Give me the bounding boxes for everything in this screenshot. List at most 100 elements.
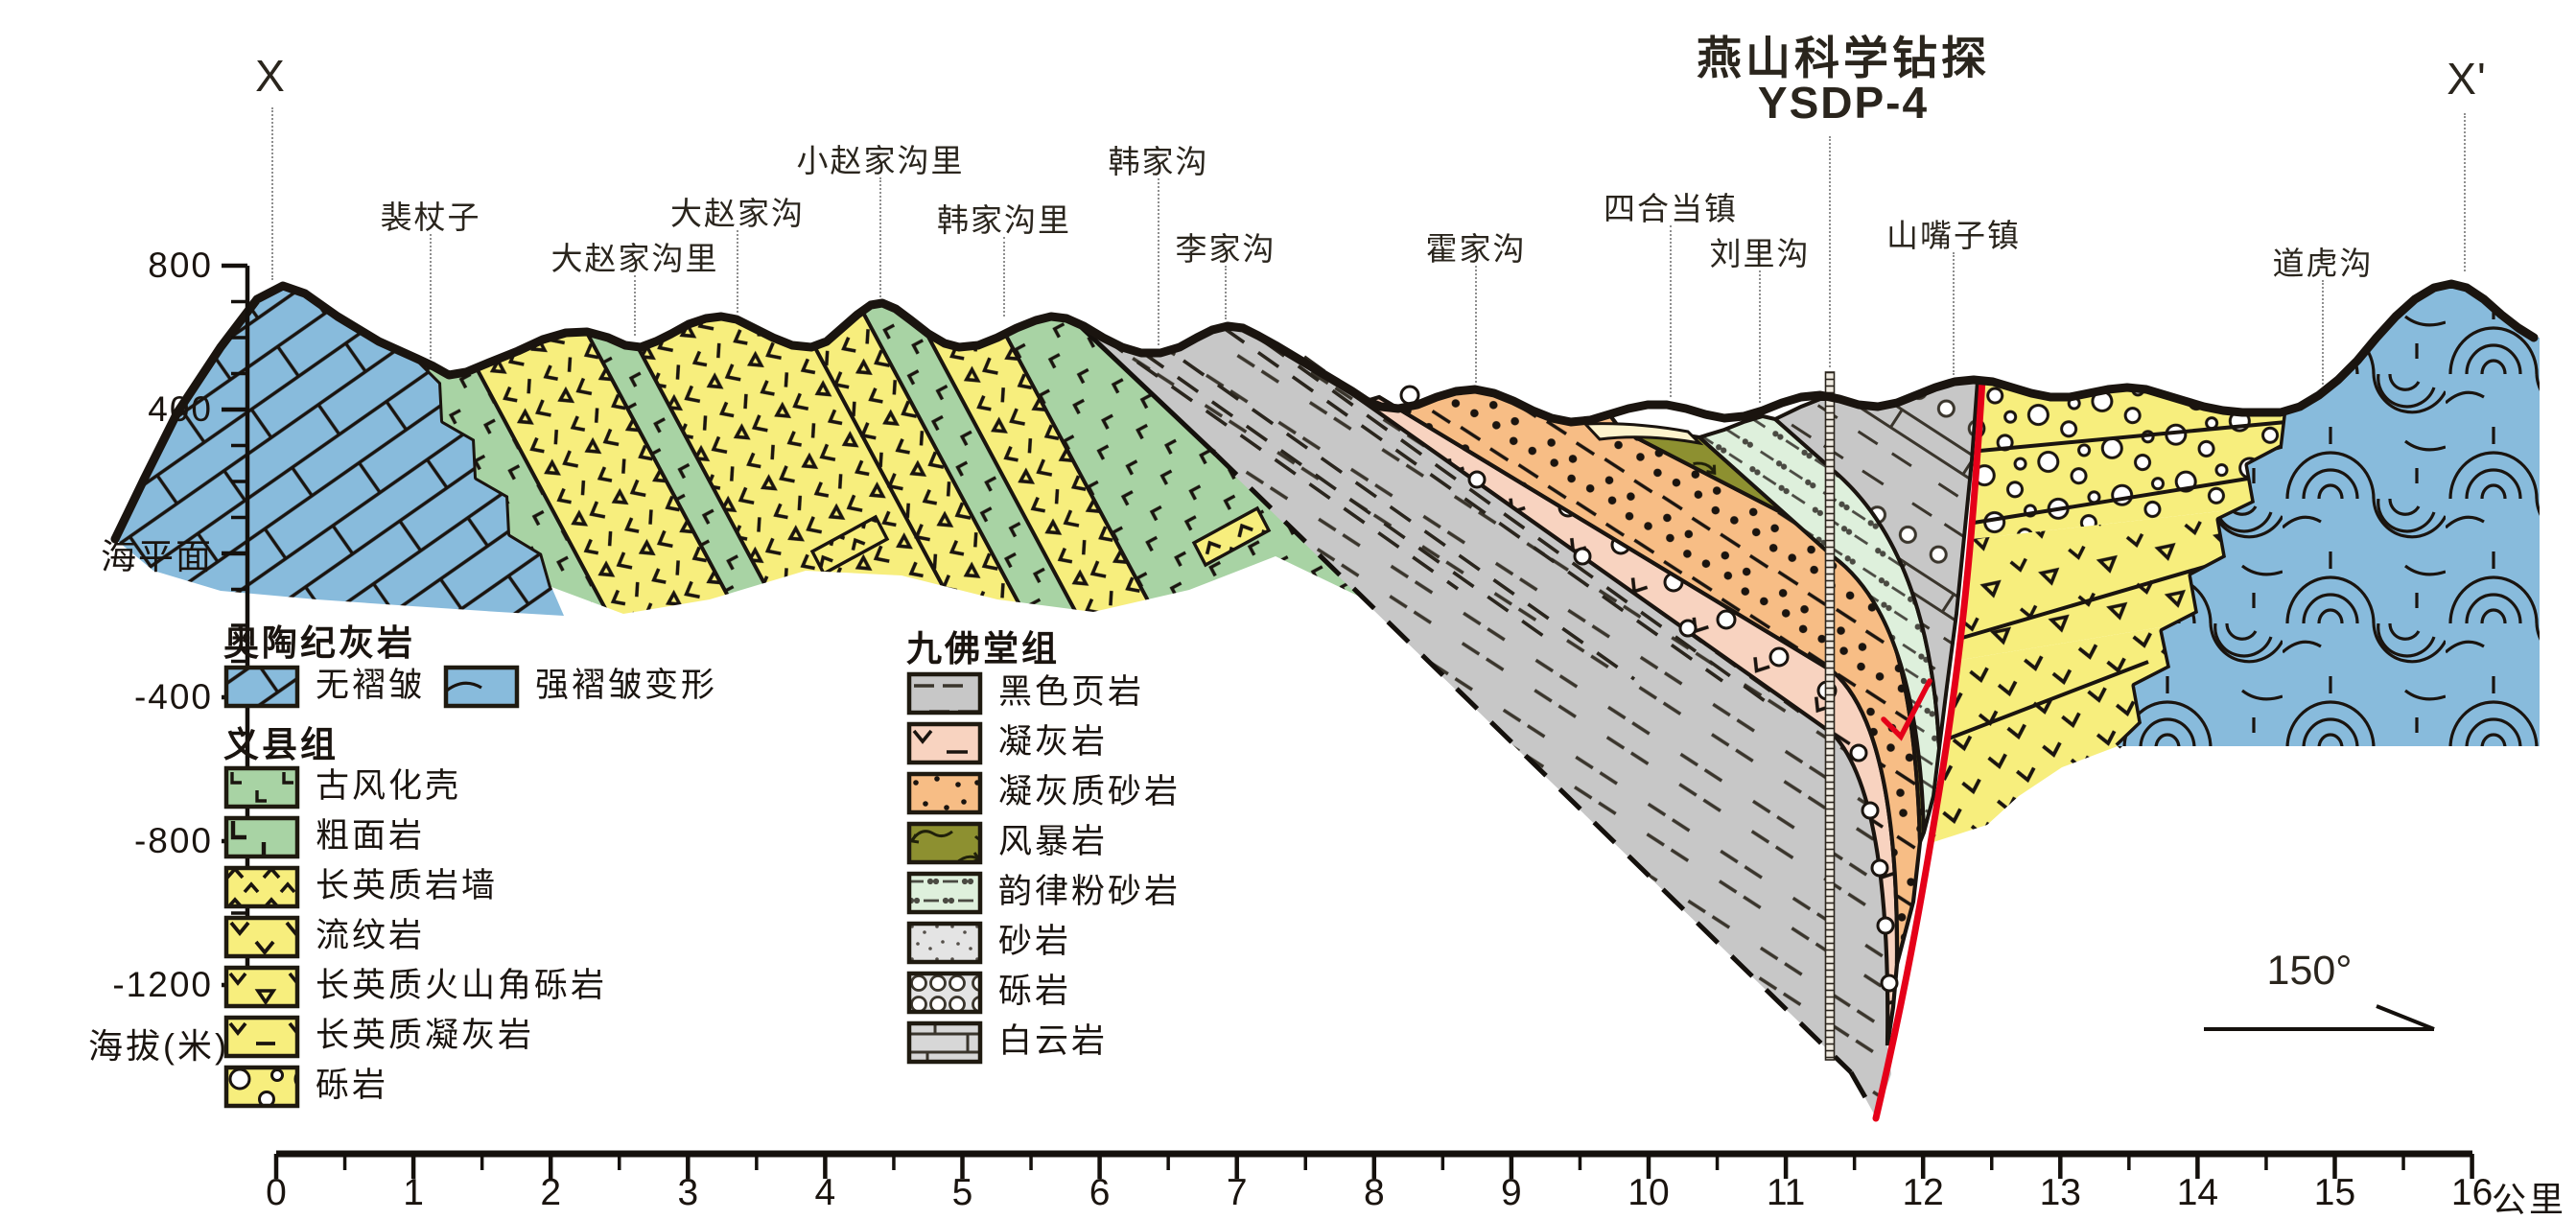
legend-row (223, 965, 300, 1014)
fault-line (1872, 376, 1986, 1122)
legend-row (906, 671, 983, 720)
drilling-title-leader (1829, 136, 1831, 367)
legend-item-label: 长英质岩墙 (316, 867, 499, 904)
legend-item-label: 韵律粉砂岩 (998, 873, 1182, 910)
elevation-tick-label: -400 (133, 677, 213, 716)
distance-tick-label: 6 (1089, 1172, 1111, 1213)
place-label-leader (1225, 266, 1227, 319)
legend-swatch-conglomerate-y (223, 1065, 300, 1109)
legend-row (223, 1065, 300, 1114)
legend-row (443, 665, 520, 714)
place-label: 山嘴子镇 (1886, 220, 2021, 254)
basin-base-boundary (1072, 318, 1877, 1114)
elevation-tick-label: 海平面 (101, 537, 213, 576)
legend-item-label: 无褶皱 (316, 667, 426, 704)
distance-axis (273, 1150, 2474, 1179)
legend-title: 九佛堂组 (906, 629, 1060, 669)
legend-swatch-black-shale (906, 671, 983, 716)
legend-swatch-sandstone (906, 921, 983, 965)
place-label-leader (879, 177, 881, 297)
unit-ordovician-folded (2118, 284, 2540, 746)
legend-row (906, 921, 983, 970)
place-label: 裴杖子 (380, 201, 481, 236)
legend-item-label: 砾岩 (998, 973, 1072, 1010)
distance-tick-label: 16 (2450, 1172, 2494, 1213)
section-marker-left-leader (271, 107, 273, 280)
place-label: 韩家沟 (1108, 146, 1209, 180)
place-label-leader (2322, 280, 2324, 385)
elevation-tick-label: -800 (133, 821, 213, 860)
legend-row (906, 771, 983, 820)
legend-swatch-lime-folded (443, 665, 520, 709)
legend-swatch-felsic-tuff (223, 1015, 300, 1059)
place-label-leader (1953, 252, 1955, 375)
felsic-dikes (809, 505, 1272, 576)
legend-title: 义县组 (223, 725, 339, 764)
place-label: 小赵家沟里 (796, 145, 965, 179)
distance-tick-label: 11 (1766, 1172, 1806, 1213)
legend-item-label: 白云岩 (998, 1022, 1109, 1060)
legend-swatch-lime-unfolded (223, 665, 300, 709)
legend-swatch-storm-rock (906, 821, 983, 865)
place-label: 韩家沟里 (937, 204, 1071, 239)
elevation-axis-label: 海拔(米) (88, 1026, 229, 1066)
elevation-tick-label: 800 (148, 246, 213, 285)
legend-item-label: 风暴岩 (998, 823, 1109, 860)
legend-item-label: 黑色页岩 (998, 673, 1145, 711)
place-label: 道虎沟 (2272, 247, 2374, 282)
legend-item-label: 粗面岩 (316, 817, 426, 855)
strike-angle-label: 150° (2266, 948, 2353, 994)
distance-unit-label: 公里 (2492, 1180, 2567, 1219)
elevation-tick-label: 400 (148, 389, 213, 429)
place-label-leader (1158, 178, 1159, 345)
place-label: 李家沟 (1175, 233, 1276, 268)
legend-swatch-conglomerate-g (906, 971, 983, 1015)
legend-row (223, 765, 300, 814)
distance-tick-label: 14 (2176, 1172, 2219, 1213)
legend-swatch-tuff-pink (906, 721, 983, 765)
legend-item-label: 长英质凝灰岩 (316, 1017, 535, 1054)
legend-item-label: 凝灰岩 (998, 723, 1109, 761)
drilling-title-code: YSDP-4 (1757, 78, 1930, 128)
legend-swatch-tuffaceous-sandstone (906, 771, 983, 815)
legend-swatch-felsic-dike (223, 865, 300, 909)
distance-tick-label: 9 (1501, 1172, 1522, 1213)
legend-title: 奥陶纪灰岩 (223, 623, 415, 663)
place-label-leader (737, 230, 738, 313)
distance-tick-label: 2 (540, 1172, 562, 1213)
legend-item-label: 砂岩 (998, 923, 1072, 960)
terrain-surface-line (110, 279, 2539, 544)
place-label: 霍家沟 (1425, 233, 1527, 268)
fault-check-mark (1881, 678, 1932, 741)
distance-tick-label: 3 (677, 1172, 699, 1213)
legend-swatch-trachyte (223, 815, 300, 859)
unit-cream-lens (1581, 422, 1704, 446)
place-label-leader (430, 234, 432, 359)
legend-item-label: 砾岩 (316, 1067, 389, 1104)
distance-tick-label: 8 (1363, 1172, 1385, 1213)
legend-swatch-dolomite (906, 1021, 983, 1065)
place-label: 四合当镇 (1604, 193, 1738, 227)
borehole-ysdp4 (1824, 371, 1836, 1061)
legend-item-label: 凝灰质砂岩 (998, 773, 1182, 810)
distance-tick-label: 4 (814, 1172, 836, 1213)
legend-swatch-felsic-breccia (223, 965, 300, 1009)
legend-row (906, 821, 983, 870)
legend-row (223, 915, 300, 964)
legend-item-label: 流纹岩 (316, 917, 426, 954)
section-marker-left: X (255, 51, 286, 101)
strike-arrow (2204, 1004, 2435, 1031)
legend-row (906, 971, 983, 1020)
legend-row (223, 1015, 300, 1064)
legend-row (223, 865, 300, 914)
legend-row (906, 871, 983, 920)
legend-row (223, 815, 300, 864)
distance-tick-label: 13 (2039, 1172, 2081, 1213)
place-label: 大赵家沟 (670, 198, 805, 232)
legend-row (223, 665, 300, 714)
legend-item-label: 长英质火山角砾岩 (316, 967, 608, 1004)
place-label-leader (1759, 270, 1761, 403)
distance-tick-label: 1 (403, 1172, 424, 1213)
